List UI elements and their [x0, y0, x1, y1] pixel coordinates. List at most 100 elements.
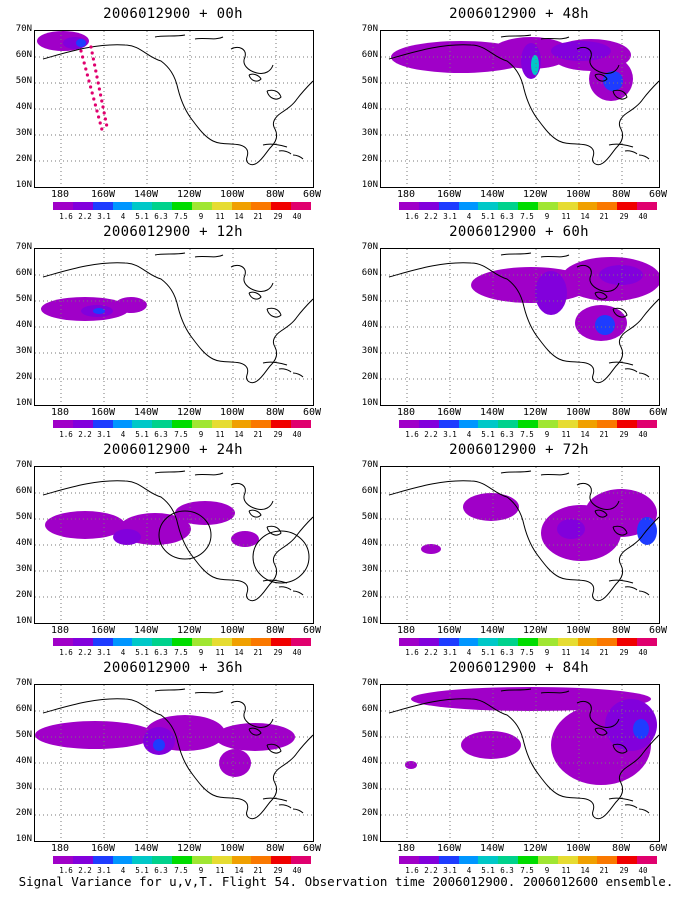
- colorbar-swatch: [438, 638, 459, 646]
- colorbar-swatch: [557, 856, 578, 864]
- colorbar-swatch: [498, 202, 519, 210]
- coastline: [230, 482, 274, 510]
- panel-title: 2006012900 + 00h: [103, 6, 243, 22]
- coastline: [612, 525, 628, 536]
- longitude-label: 60W: [302, 625, 322, 636]
- coastline: [576, 46, 620, 74]
- colorbar-label: 40: [638, 430, 648, 439]
- coastline: [608, 361, 650, 378]
- variance-contour: [557, 519, 585, 539]
- variance-map: [381, 467, 659, 623]
- coastline: [248, 509, 262, 518]
- flight-track-point: [97, 87, 101, 91]
- latitude-label: 50N: [361, 730, 378, 740]
- colorbar-label: 14: [580, 648, 590, 657]
- colorbar-label: 6.3: [500, 212, 514, 221]
- latitude-label: 70N: [361, 460, 378, 470]
- colorbar: [399, 856, 657, 864]
- coastline: [576, 264, 620, 292]
- colorbar-label: 21: [599, 212, 609, 221]
- colorbar-swatch: [478, 638, 499, 646]
- longitude-label: 60W: [648, 843, 668, 854]
- range-circle: [252, 530, 310, 584]
- colorbar-label: 11: [215, 866, 225, 875]
- colorbar-label: 7.5: [520, 430, 534, 439]
- colorbar-swatch: [172, 420, 192, 428]
- colorbar-swatch: [597, 638, 618, 646]
- colorbar-label: 5.1: [481, 430, 495, 439]
- colorbar-swatch: [152, 856, 173, 864]
- variance-map: [35, 31, 313, 187]
- latitude-label: 50N: [361, 512, 378, 522]
- latitude-label: 20N: [15, 372, 32, 382]
- longitude-label: 80W: [611, 843, 631, 854]
- latitude-label: 20N: [361, 590, 378, 600]
- latitude-label: 30N: [361, 346, 378, 356]
- colorbar-swatch: [72, 638, 93, 646]
- colorbar-swatch: [637, 638, 657, 646]
- colorbar-label: 7.5: [520, 648, 534, 657]
- map-frame: [380, 248, 660, 406]
- colorbar-label: 14: [580, 430, 590, 439]
- colorbar-label: 5.1: [135, 866, 149, 875]
- colorbar-label: 2.2: [78, 212, 92, 221]
- coastline: [608, 579, 650, 596]
- colorbar-label: 4: [466, 866, 472, 875]
- latitude-label: 30N: [15, 128, 32, 138]
- colorbar-swatch: [92, 202, 113, 210]
- colorbar-label: 2.2: [424, 430, 438, 439]
- longitude-label: 100W: [219, 625, 245, 636]
- colorbar-swatch: [112, 420, 133, 428]
- colorbar-label: 6.3: [154, 212, 168, 221]
- colorbar-swatch: [251, 856, 272, 864]
- coastline: [500, 34, 570, 40]
- colorbar-swatch: [191, 856, 212, 864]
- colorbar-swatch: [537, 420, 558, 428]
- latitude-label: 40N: [361, 538, 378, 548]
- colorbar-swatch: [172, 202, 192, 210]
- colorbar-label: 29: [273, 430, 283, 439]
- panel-title: 2006012900 + 12h: [103, 224, 243, 240]
- variance-map: [35, 685, 313, 841]
- longitude-label: 140W: [479, 625, 505, 636]
- latitude-label: 40N: [15, 538, 32, 548]
- latitude-label: 40N: [15, 320, 32, 330]
- panel-title: 2006012900 + 36h: [103, 660, 243, 676]
- colorbar-label: 29: [619, 430, 629, 439]
- latitude-label: 40N: [15, 756, 32, 766]
- colorbar-label: 5.1: [135, 648, 149, 657]
- colorbar-swatch: [537, 856, 558, 864]
- latitude-label: 30N: [15, 564, 32, 574]
- colorbar-label: 1.6: [59, 648, 73, 657]
- latitude-label: 70N: [15, 678, 32, 688]
- colorbar-label: 4: [120, 648, 126, 657]
- colorbar-swatch: [271, 420, 292, 428]
- colorbar-label: 14: [234, 648, 244, 657]
- latitude-label: 10N: [361, 398, 378, 408]
- colorbar: [399, 638, 657, 646]
- colorbar-label: 9: [198, 866, 204, 875]
- longitude-label: 120W: [176, 625, 202, 636]
- map-frame: [34, 248, 314, 406]
- coastline: [248, 73, 262, 82]
- map-panel-7: 2006012900 + 36h 70N 60N 50N 40N 30N 20N 10N 180…: [0, 654, 346, 875]
- latitude-label: 10N: [361, 834, 378, 844]
- longitude-label: 140W: [479, 843, 505, 854]
- coastline: [42, 44, 313, 166]
- flight-track-point: [101, 105, 105, 109]
- colorbar-label: 9: [198, 212, 204, 221]
- colorbar-swatch: [211, 202, 232, 210]
- coastline: [388, 262, 659, 384]
- colorbar-label: 9: [544, 648, 550, 657]
- variance-contour: [603, 71, 623, 91]
- colorbar-label: 1.6: [405, 648, 419, 657]
- map-frame: [34, 466, 314, 624]
- latitude-label: 70N: [361, 242, 378, 252]
- colorbar-swatch: [438, 202, 459, 210]
- longitude-label: 100W: [565, 843, 591, 854]
- variance-contour: [153, 739, 165, 751]
- coastline: [576, 482, 620, 510]
- colorbar-label: 11: [561, 430, 571, 439]
- latitude-label: 50N: [15, 730, 32, 740]
- latitude-label: 30N: [15, 346, 32, 356]
